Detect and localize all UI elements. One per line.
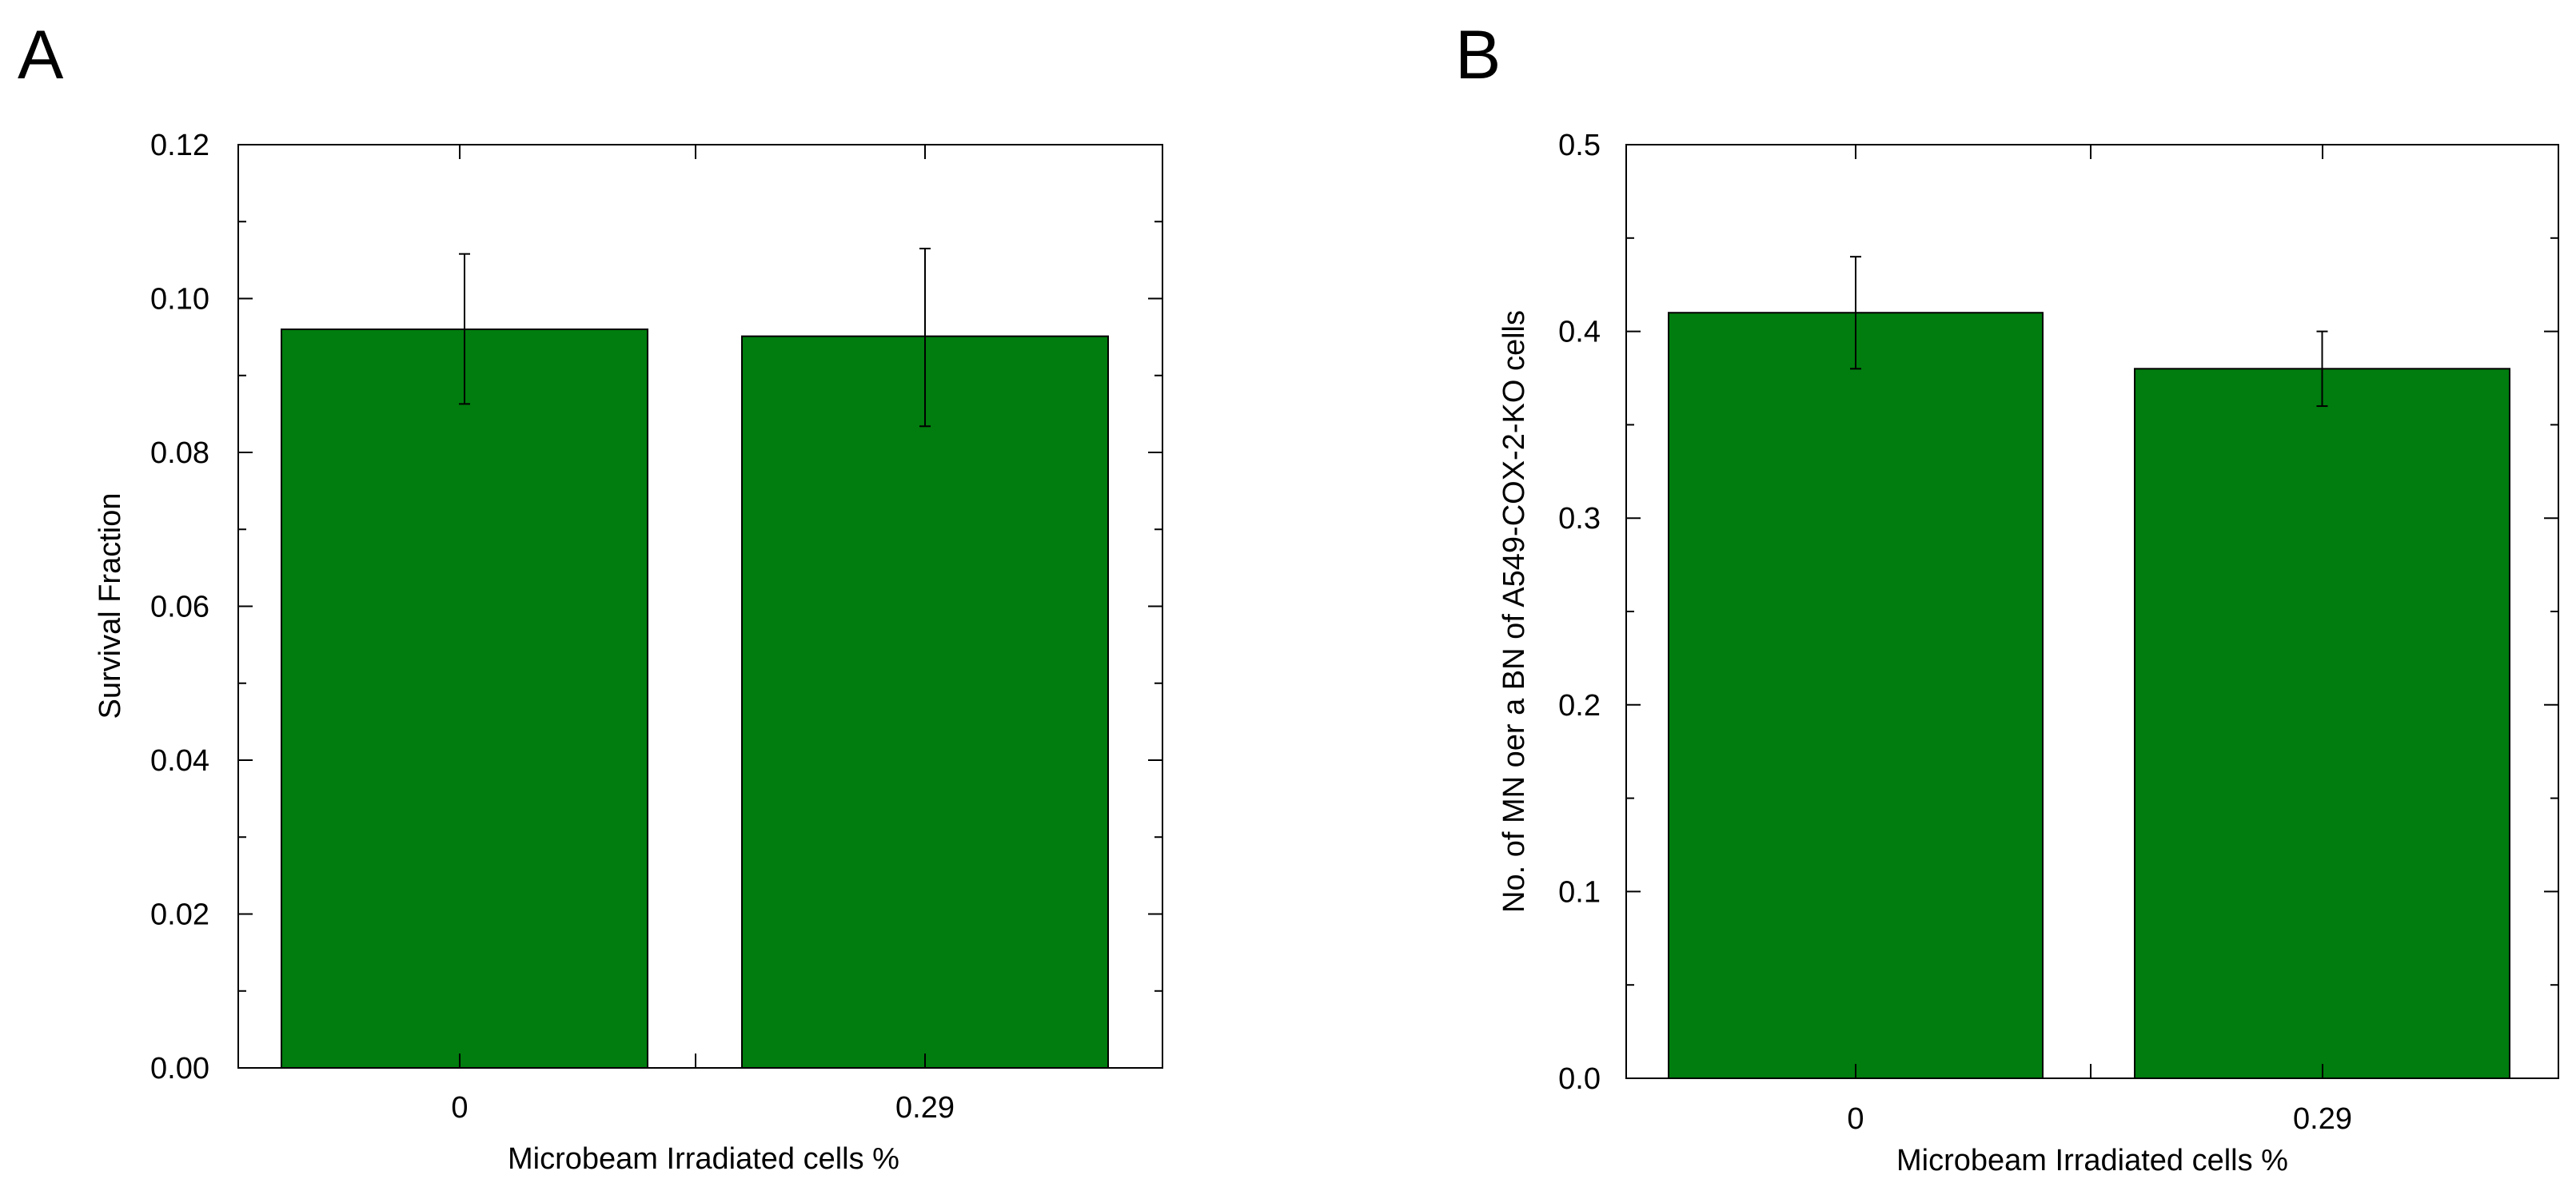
y-tick-label-a: 0.04 [150, 744, 209, 778]
error-bar-a-1 [919, 247, 931, 428]
x-tick-label-b: 0.29 [2293, 1102, 2352, 1136]
x-axis-title-a: Microbeam Irradiated cells % [508, 1142, 899, 1176]
error-bar-a-0 [459, 253, 470, 405]
errorbars-b [1850, 256, 2328, 408]
ticks-a [238, 144, 1162, 1069]
y-tick-label-a: 0.02 [150, 898, 209, 932]
bar-a-0 [281, 329, 648, 1069]
y-tick-label-a: 0.00 [150, 1052, 209, 1085]
chart-panel-b: B 0.00.10.20.30.40.5 0 0.29 No. of MN oer… [1455, 17, 2559, 1177]
y-axis-title-a: Survival Fraction [94, 493, 127, 719]
bars-b [1668, 312, 2510, 1079]
x-tick-labels-b: 0 0.29 [1847, 1102, 2352, 1136]
panel-label-a: A [18, 17, 64, 94]
x-tick-labels-a: 0 0.29 [451, 1091, 955, 1125]
y-tick-label-b: 0.1 [1558, 875, 1601, 909]
bars-a [281, 329, 1109, 1069]
y-tick-labels-a: 0.00 0.02 0.04 0.06 0.08 0.10 0.12 [150, 129, 209, 1085]
bar-b-1 [2134, 368, 2510, 1079]
errorbars-a [459, 247, 931, 428]
y-axis-title-b: No. of MN oer a BN of A549-COX-2-KO cell… [1497, 310, 1531, 913]
x-tick-label-b: 0 [1847, 1102, 1864, 1136]
error-bar-b-1 [2316, 330, 2328, 408]
y-tick-label-a: 0.06 [150, 591, 209, 624]
y-tick-label-a: 0.12 [150, 129, 209, 162]
x-axis-title-b: Microbeam Irradiated cells % [1896, 1144, 2288, 1177]
error-bar-b-0 [1850, 256, 1861, 370]
y-tick-label-a: 0.10 [150, 283, 209, 317]
y-tick-label-b: 0.3 [1558, 502, 1601, 536]
ticks-b [1626, 144, 2558, 1079]
y-tick-label-a: 0.08 [150, 436, 209, 470]
bar-a-1 [741, 335, 1109, 1069]
panel-label-b: B [1455, 17, 1501, 94]
x-tick-label-a: 0 [451, 1091, 468, 1125]
y-tick-label-b: 0.0 [1558, 1062, 1601, 1096]
bar-b-0 [1668, 312, 2044, 1079]
x-tick-label-a: 0.29 [895, 1091, 955, 1125]
y-tick-label-b: 0.5 [1558, 129, 1601, 162]
y-tick-labels-b: 0.0 0.1 0.2 0.3 0.4 0.5 [1558, 129, 1601, 1096]
y-tick-label-b: 0.2 [1558, 689, 1601, 723]
chart-panel-a: A 0.000.020.040.060.080.100.12 0 0.29 Sur… [18, 17, 1163, 1176]
y-tick-label-b: 0.4 [1558, 316, 1601, 349]
